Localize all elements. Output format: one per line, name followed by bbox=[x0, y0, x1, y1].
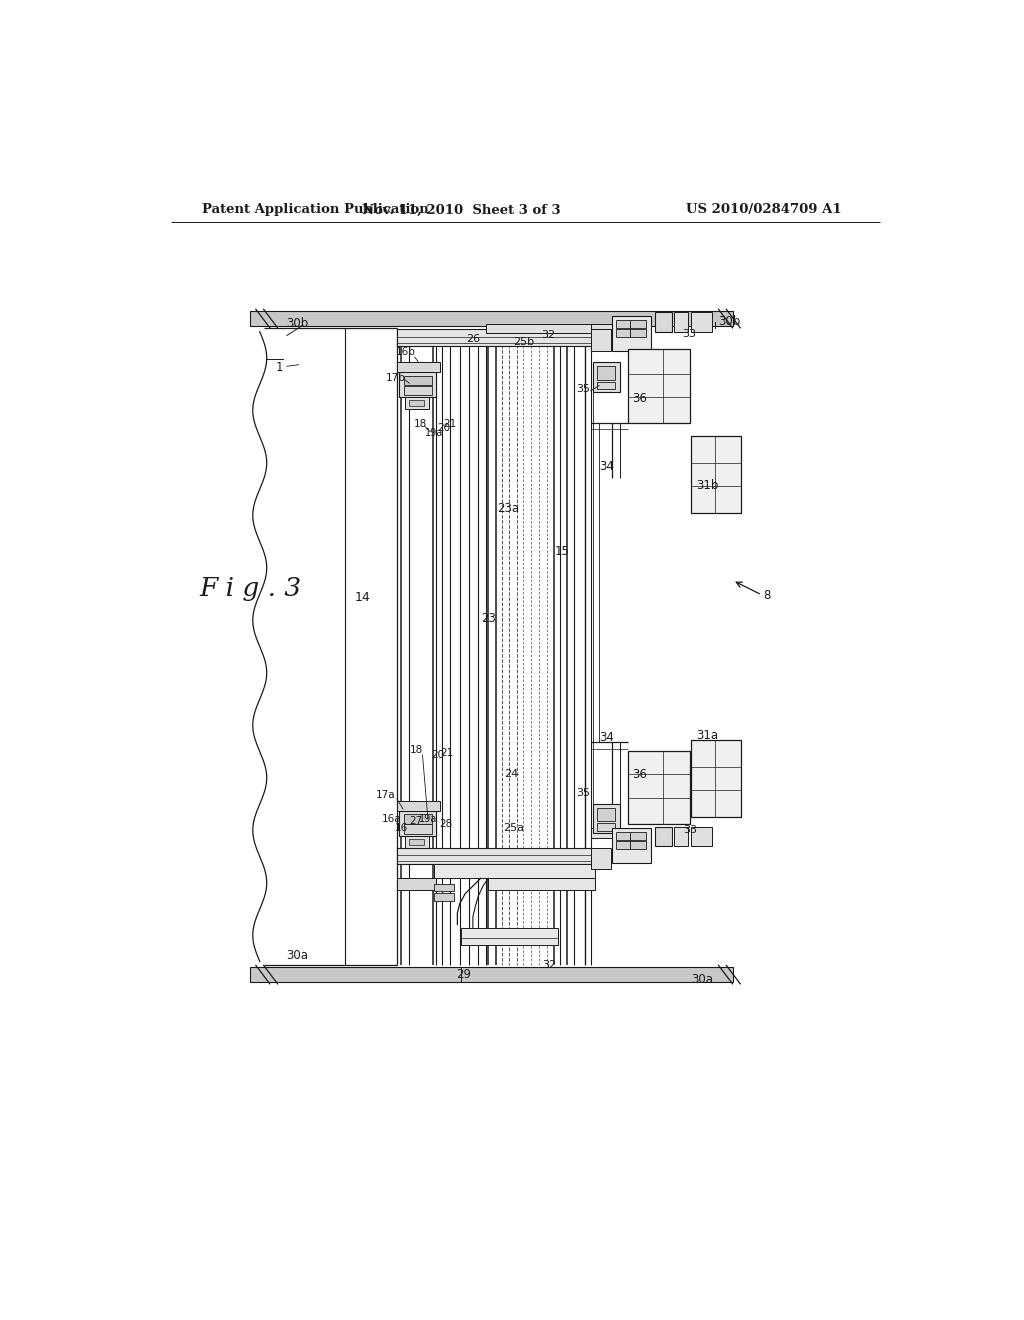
Bar bbox=[434, 884, 454, 891]
Bar bbox=[630, 832, 646, 840]
Text: 16b: 16b bbox=[395, 347, 416, 358]
Text: 21: 21 bbox=[443, 418, 457, 429]
Text: 23: 23 bbox=[481, 612, 496, 626]
Bar bbox=[434, 894, 454, 900]
Bar bbox=[403, 385, 432, 395]
Bar bbox=[403, 376, 432, 385]
Bar bbox=[675, 313, 688, 331]
Text: 26: 26 bbox=[466, 334, 480, 345]
Bar bbox=[597, 367, 615, 380]
Text: 35: 35 bbox=[575, 384, 590, 395]
Bar bbox=[406, 836, 429, 847]
Text: 20: 20 bbox=[437, 422, 450, 433]
Bar bbox=[488, 878, 595, 890]
Bar bbox=[593, 804, 621, 833]
Text: 23a: 23a bbox=[497, 502, 519, 515]
Text: 25b: 25b bbox=[513, 337, 534, 347]
Text: 30a: 30a bbox=[691, 973, 713, 986]
Text: 25a: 25a bbox=[503, 824, 523, 833]
Text: 29: 29 bbox=[456, 968, 471, 981]
Text: 17a: 17a bbox=[376, 791, 396, 800]
Text: 27: 27 bbox=[410, 816, 423, 825]
Bar bbox=[399, 812, 436, 836]
Text: 31b: 31b bbox=[696, 479, 719, 492]
Bar bbox=[251, 312, 732, 326]
Text: 30b: 30b bbox=[286, 317, 308, 330]
Bar bbox=[628, 350, 690, 422]
Bar bbox=[612, 317, 651, 351]
Text: 24: 24 bbox=[505, 770, 519, 779]
Bar bbox=[397, 847, 595, 865]
Bar bbox=[616, 832, 630, 840]
Bar bbox=[690, 436, 741, 512]
Text: Patent Application Publication: Patent Application Publication bbox=[202, 203, 428, 216]
Text: 28: 28 bbox=[439, 820, 453, 829]
Bar bbox=[406, 397, 429, 409]
Text: 34: 34 bbox=[599, 731, 614, 744]
Text: 36: 36 bbox=[632, 392, 647, 405]
Bar bbox=[690, 826, 713, 846]
Text: 8: 8 bbox=[764, 589, 771, 602]
Text: 32: 32 bbox=[542, 961, 556, 970]
Bar bbox=[397, 801, 439, 810]
Text: 19a: 19a bbox=[419, 814, 437, 824]
Bar bbox=[630, 330, 646, 337]
Bar bbox=[690, 739, 741, 817]
Text: 32: 32 bbox=[541, 330, 555, 341]
Bar bbox=[251, 968, 732, 982]
Bar bbox=[597, 381, 615, 389]
Text: 19a: 19a bbox=[425, 428, 443, 437]
Bar bbox=[655, 826, 672, 846]
Text: 30a: 30a bbox=[286, 949, 308, 962]
Bar bbox=[690, 313, 713, 331]
Text: 33: 33 bbox=[682, 329, 696, 339]
Text: 34: 34 bbox=[599, 459, 614, 473]
Text: 35: 35 bbox=[575, 788, 590, 797]
Text: 1: 1 bbox=[275, 362, 283, 375]
Text: 14: 14 bbox=[355, 591, 371, 603]
Bar bbox=[397, 878, 435, 890]
Bar bbox=[399, 372, 436, 397]
Text: 36: 36 bbox=[632, 768, 647, 781]
Bar bbox=[630, 841, 646, 849]
Bar bbox=[616, 841, 630, 849]
Bar bbox=[403, 814, 432, 824]
Bar bbox=[434, 865, 595, 878]
Bar bbox=[597, 808, 615, 821]
Text: 18: 18 bbox=[414, 418, 427, 429]
Bar bbox=[593, 363, 621, 392]
Bar bbox=[397, 363, 439, 372]
Text: 31a: 31a bbox=[696, 730, 719, 742]
Bar bbox=[628, 751, 690, 825]
Text: 21: 21 bbox=[440, 748, 454, 758]
Bar bbox=[616, 321, 630, 327]
Text: 33: 33 bbox=[684, 825, 697, 834]
Bar bbox=[409, 840, 424, 845]
Bar bbox=[630, 321, 646, 327]
Bar bbox=[461, 928, 558, 945]
Text: 17b: 17b bbox=[385, 372, 406, 383]
Bar bbox=[592, 829, 640, 838]
Bar bbox=[655, 313, 672, 331]
Text: 16a: 16a bbox=[382, 814, 401, 824]
Bar bbox=[486, 323, 595, 333]
Bar bbox=[616, 330, 630, 337]
Bar bbox=[592, 323, 640, 333]
Text: 16: 16 bbox=[395, 824, 409, 833]
Text: 20: 20 bbox=[431, 750, 444, 760]
Bar bbox=[675, 826, 688, 846]
Text: US 2010/0284709 A1: US 2010/0284709 A1 bbox=[686, 203, 842, 216]
Text: F i g . 3: F i g . 3 bbox=[200, 576, 301, 601]
Text: 15: 15 bbox=[555, 545, 569, 557]
Bar bbox=[612, 829, 651, 863]
Bar bbox=[397, 330, 595, 346]
Bar bbox=[592, 847, 611, 869]
Bar bbox=[403, 825, 432, 834]
Bar bbox=[597, 822, 615, 830]
Bar bbox=[592, 330, 611, 351]
Text: Nov. 11, 2010  Sheet 3 of 3: Nov. 11, 2010 Sheet 3 of 3 bbox=[361, 203, 560, 216]
Text: 30b: 30b bbox=[719, 315, 740, 329]
Bar bbox=[409, 400, 424, 407]
Text: 18: 18 bbox=[410, 744, 423, 755]
